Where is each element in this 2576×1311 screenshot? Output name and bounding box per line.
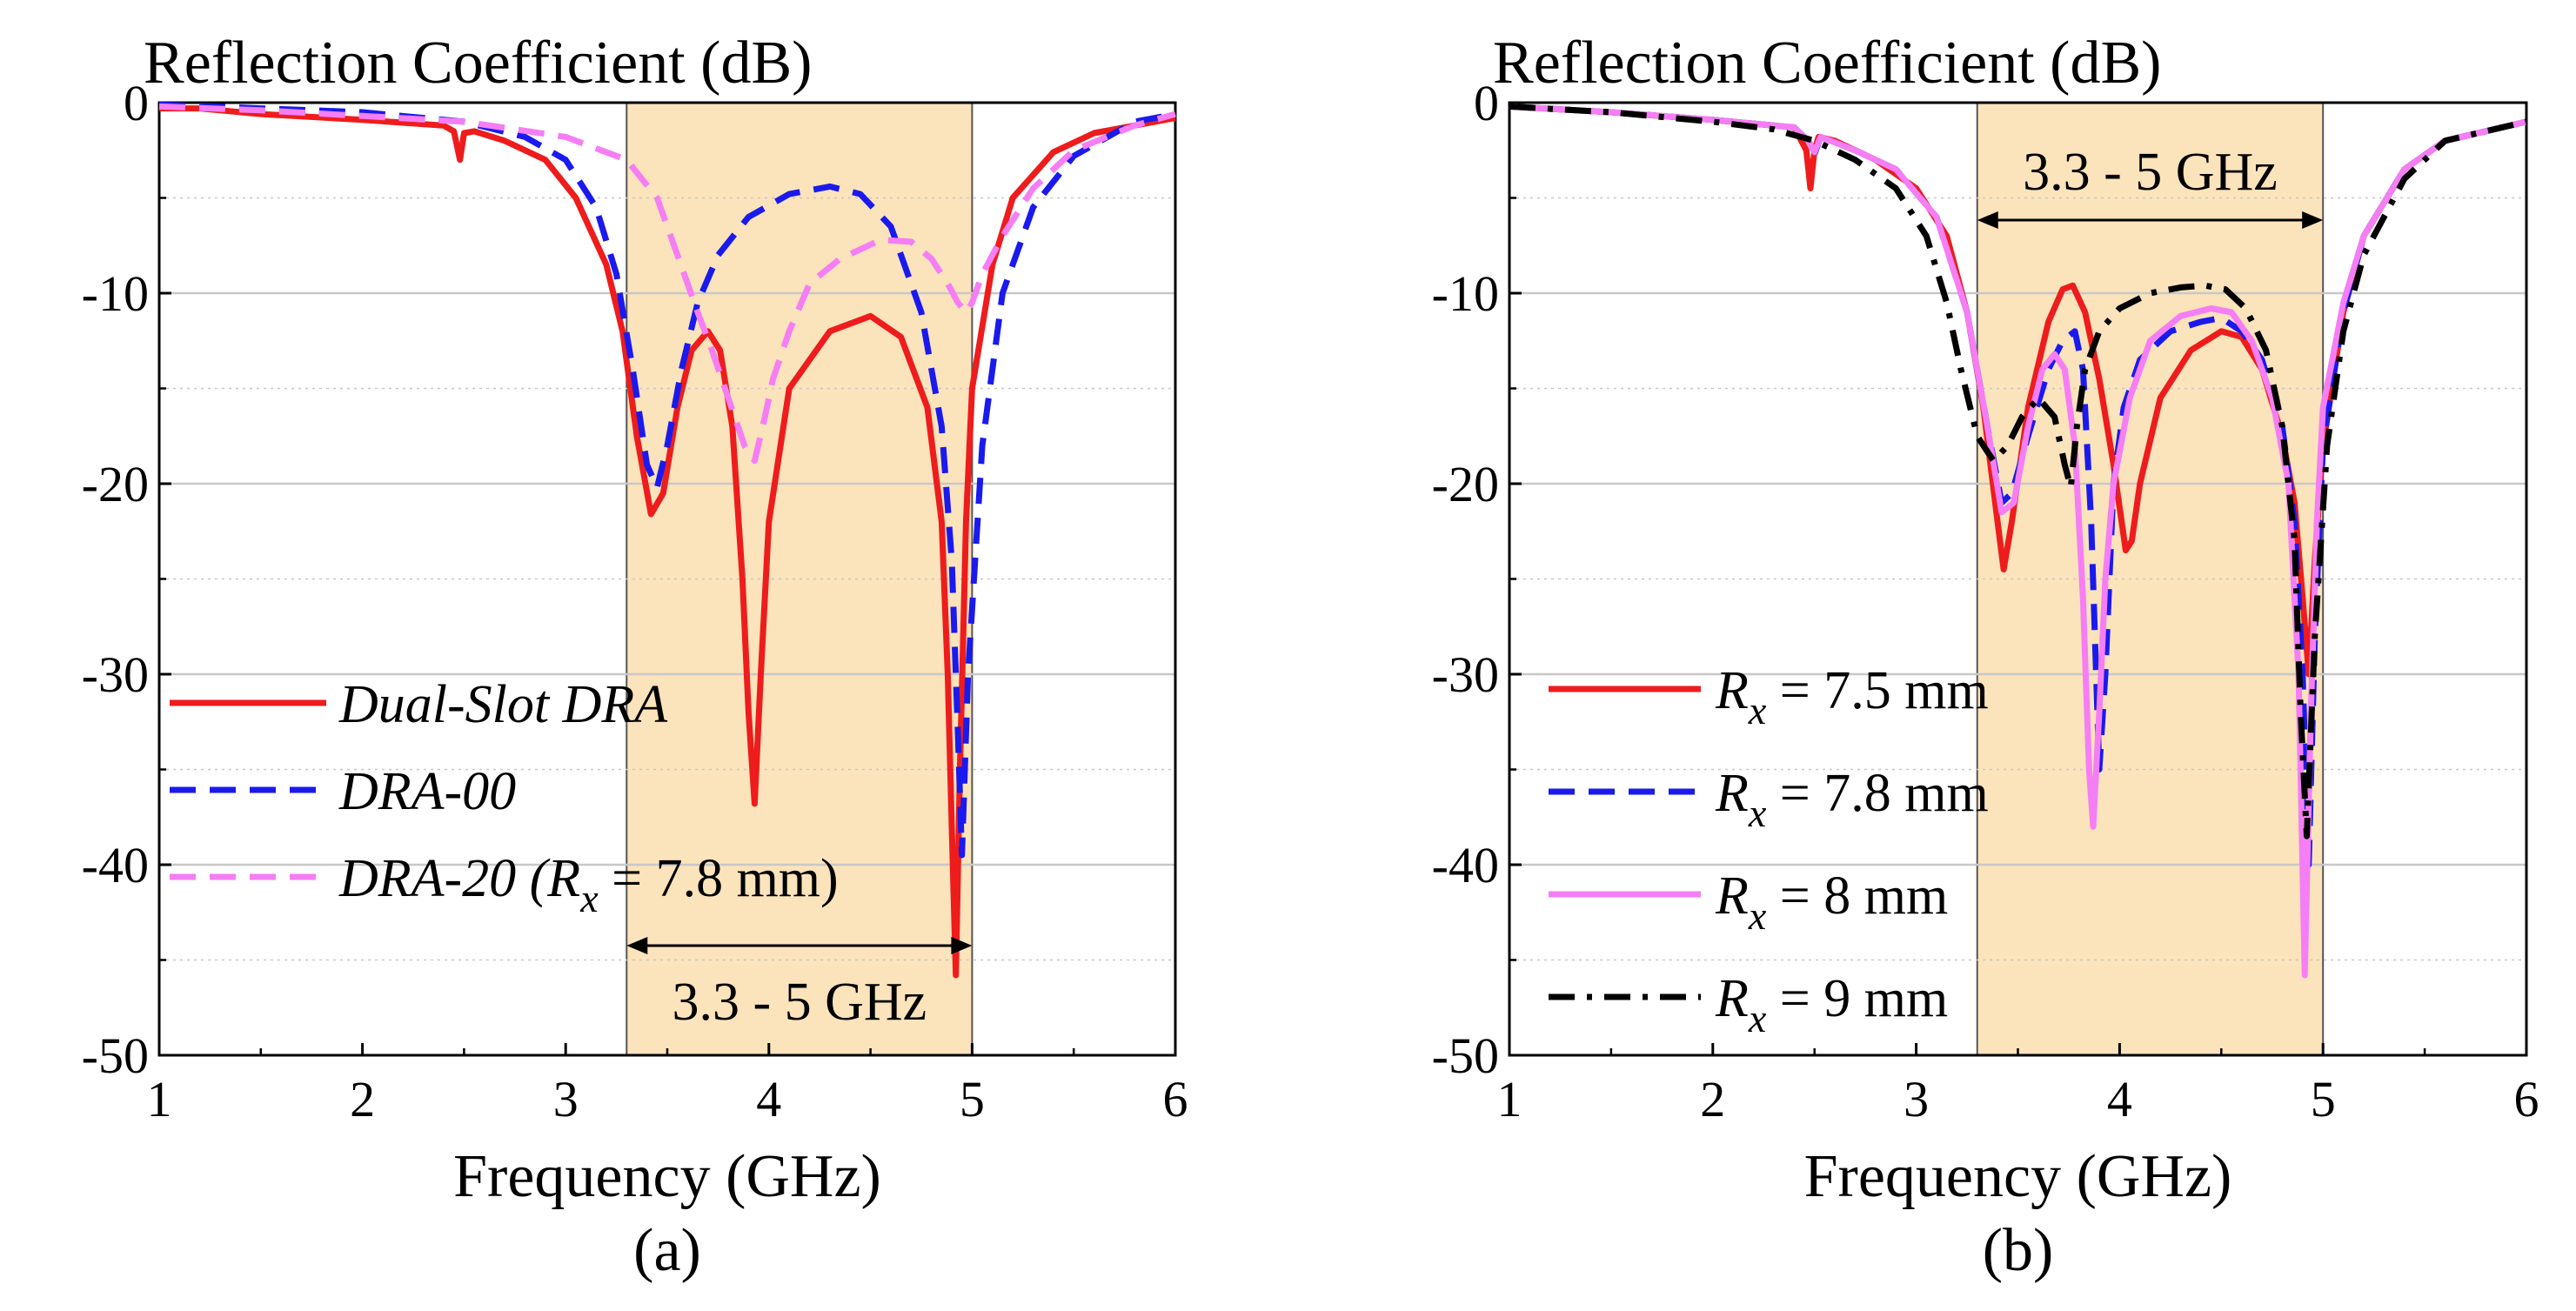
y-tick-label: 0 [124,75,149,131]
legend-label-4: Rx = 9 mm [1715,969,1948,1040]
band-label: 3.3 - 5 GHz [672,973,927,1032]
x-axis-label: Frequency (GHz) [1804,1143,2232,1210]
y-tick-label: -30 [82,646,149,703]
legend-label-part: R [1715,969,1749,1028]
legend-label-2: Rx = 7.8 mm [1715,764,1989,835]
legend-label-3: Rx = 8 mm [1715,866,1948,938]
x-tick-label: 5 [960,1071,985,1127]
chart-title: Reflection Coefficient (dB) [144,30,812,97]
y-tick-label: -50 [1432,1027,1499,1084]
band-arrow-head-left [626,937,648,954]
series-line-3 [158,103,1176,465]
chart-title: Reflection Coefficient (dB) [1493,30,2161,97]
y-tick-label: -50 [82,1027,149,1084]
panel-label: (b) [1983,1217,2054,1284]
highlight-band [626,102,974,1056]
panel-label: (a) [633,1217,701,1284]
x-tick-label: 6 [2514,1071,2539,1127]
legend-label-part: = 9 mm [1766,969,1948,1028]
x-axis-label: Frequency (GHz) [453,1143,881,1210]
x-tick-label: 2 [1700,1071,1725,1127]
x-tick-label: 1 [147,1071,172,1127]
y-tick-label: -20 [82,456,149,512]
x-tick-label: 3 [1904,1071,1929,1127]
band-label: 3.3 - 5 GHz [2023,143,2278,202]
legend-label-part: R [1715,866,1749,926]
x-tick-label: 2 [350,1071,375,1127]
legend-label-part: x [1748,996,1767,1040]
y-tick-label: -40 [82,837,149,893]
legend-label-part: = 7.8 mm) [599,849,839,908]
y-tick-label: -40 [1432,837,1499,893]
legend-label-3: DRA-20 (Rx = 7.8 mm) [338,849,839,920]
band-arrow-head-right [951,937,973,954]
y-tick-label: 0 [1474,75,1499,131]
x-tick-label: 5 [2311,1071,2336,1127]
legend-label-part: x [1748,893,1767,938]
y-tick-label: -10 [82,265,149,322]
legend-label-part: x [1748,688,1767,732]
legend-label-part: R [1715,764,1749,823]
x-tick-label: 4 [2107,1071,2132,1127]
series-line-1 [159,105,1176,979]
series-line-4 [1509,103,2527,839]
legend-label-part: x [579,876,599,920]
y-tick-label: -20 [1432,456,1499,512]
band-arrow-head-left [1977,211,1998,229]
legend-label-1: Rx = 7.5 mm [1715,661,1989,732]
legend-label-2: DRA-00 [338,762,516,821]
legend-label-part: = 7.8 mm [1766,764,1988,823]
legend-label-part: = 8 mm [1766,866,1948,926]
legend-label-part: x [1748,791,1767,835]
band-arrow-head-right [2302,211,2324,229]
legend-label-part: DRA-20 (R [338,849,580,908]
x-tick-label: 6 [1163,1071,1188,1127]
x-tick-label: 3 [553,1071,579,1127]
x-tick-label: 4 [756,1071,781,1127]
y-tick-label: -10 [1432,265,1499,322]
legend-label-part: R [1715,661,1749,720]
legend-label-part: DRA-00 [338,762,516,821]
x-tick-label: 1 [1497,1071,1522,1127]
chart-panel-a: 0 -10 -20 -30 -40 -501 2 3 4 5 6 3.3 - 5 GHz Dual-Sl… [82,30,1188,1284]
legend-label-part: Dual-Slot DRA [338,675,668,734]
y-tick-label: -30 [1432,646,1499,703]
legend-label-1: Dual-Slot DRA [338,675,668,734]
legend-label-part: = 7.5 mm [1766,661,1988,720]
series-line-2 [158,101,1176,859]
chart-panel-b: 0 -10 -20 -30 -40 -501 2 3 4 5 6 3.3 - 5 GHz Rx = 7.… [1432,30,2539,1284]
